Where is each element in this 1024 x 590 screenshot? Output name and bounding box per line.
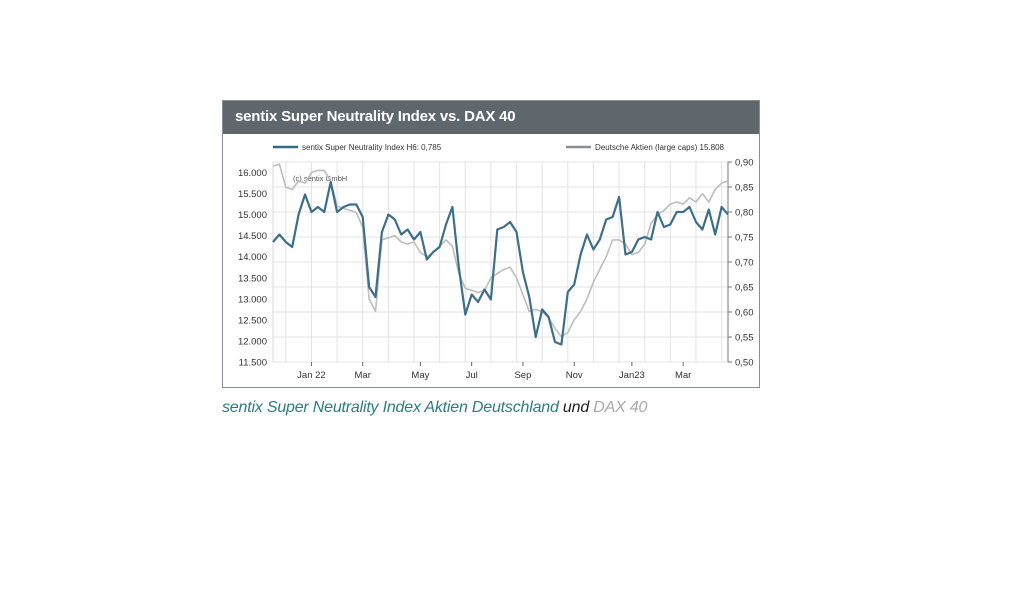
legend: sentix Super Neutrality Index H6: 0,785 … <box>273 143 725 152</box>
left-tick-label: 13.000 <box>238 294 267 305</box>
legend-label-dax: Deutsche Aktien (large caps) 15.808 <box>595 143 725 152</box>
right-tick-label: 0,80 <box>735 208 754 219</box>
right-tick-label: 0,75 <box>735 233 754 244</box>
caption-index-name: sentix Super Neutrality Index Aktien Deu… <box>222 399 559 416</box>
right-tick-label: 0,70 <box>735 258 754 269</box>
x-tick-label: Jan23 <box>619 370 645 381</box>
right-tick-label: 0,60 <box>735 308 754 319</box>
right-tick-label: 0,65 <box>735 283 754 294</box>
line-chart: Jan 22 Mar May Jul Sep Nov Jan23 Mar 11.500 12.0… <box>238 143 754 381</box>
left-tick-label: 14.500 <box>238 231 267 242</box>
right-tick-label: 0,90 <box>735 158 754 169</box>
x-tick-label: Nov <box>566 370 583 381</box>
right-tick-label: 0,55 <box>735 333 754 344</box>
watermark: (c) sentix GmbH <box>293 174 347 183</box>
left-tick-label: 15.000 <box>238 210 267 221</box>
left-tick-label: 12.000 <box>238 336 267 347</box>
figure-caption: sentix Super Neutrality Index Aktien Deu… <box>222 399 647 417</box>
right-tick-label: 0,85 <box>735 183 754 194</box>
x-tick-label: Sep <box>514 370 531 381</box>
legend-label-index: sentix Super Neutrality Index H6: 0,785 <box>302 143 442 152</box>
series-layer <box>272 163 729 346</box>
x-tick-label: Jan 22 <box>297 370 326 381</box>
right-axis: 0,50 0,55 0,60 0,65 0,70 0,75 0,80 0,85 0,90 <box>727 158 754 369</box>
chart-header: sentix Super Neutrality Index vs. DAX 40 <box>223 101 759 134</box>
left-axis: 11.500 12.000 12.500 13.000 13.500 14.000 14.5… <box>238 168 267 368</box>
left-tick-label: 13.500 <box>238 273 267 284</box>
right-tick-label: 0,50 <box>735 358 754 369</box>
chart-title: sentix Super Neutrality Index vs. DAX 40 <box>235 108 516 125</box>
x-tick-label: Mar <box>675 370 691 381</box>
left-tick-label: 11.500 <box>239 358 267 369</box>
caption-connector: und <box>562 399 590 416</box>
caption-dax-name: DAX 40 <box>593 399 648 416</box>
chart-figure: sentix Super Neutrality Index vs. DAX 40… <box>222 100 760 388</box>
series-line-dax <box>272 163 729 338</box>
left-tick-label: 14.000 <box>238 252 267 263</box>
x-tick-label: Mar <box>355 370 371 381</box>
x-axis: Jan 22 Mar May Jul Sep Nov Jan23 Mar <box>297 362 691 381</box>
left-tick-label: 12.500 <box>238 315 267 326</box>
series-line-index <box>272 180 729 346</box>
left-tick-label: 16.000 <box>238 168 267 179</box>
grid <box>272 161 729 363</box>
x-tick-label: Jul <box>466 370 478 381</box>
x-tick-label: May <box>411 370 429 381</box>
left-tick-label: 15.500 <box>238 189 267 200</box>
